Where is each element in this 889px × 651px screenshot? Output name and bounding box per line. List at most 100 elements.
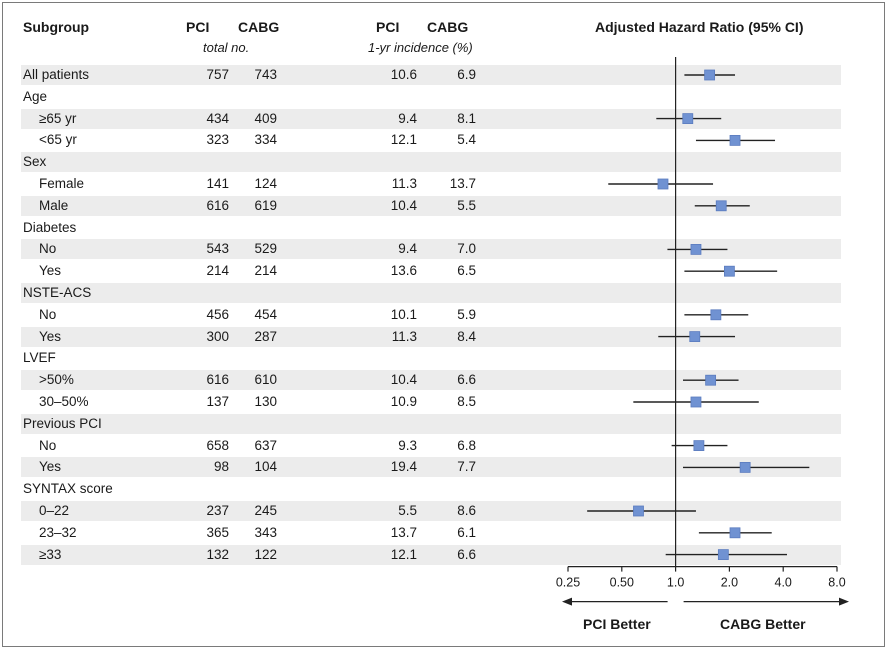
cabg-incidence: 7.7 [457, 459, 476, 475]
hazard-ratio-marker [705, 374, 717, 386]
cabg-count: 122 [254, 546, 277, 562]
pci-count: 757 [206, 67, 229, 82]
subgroup-row: 23–32 365 343 13.7 6.1 [21, 523, 841, 543]
subgroup-label: Sex [23, 154, 47, 170]
subgroup-heading-row: Previous PCI [21, 413, 841, 434]
cabg-count: 104 [254, 459, 277, 475]
cabg-count: 637 [254, 437, 277, 453]
pci-better-arrowhead [562, 597, 572, 606]
subgroup-label: <65 yr [39, 132, 77, 148]
subgroup-label: All patients [23, 67, 90, 82]
hazard-ratio-marker [693, 440, 705, 452]
x-tick-label: 2.0 [721, 576, 738, 590]
hazard-ratio-marker [657, 178, 669, 190]
subgroup-row: Yes 214 214 13.6 6.5 [21, 261, 841, 281]
hazard-ratio-marker [690, 243, 702, 255]
subgroup-label: NSTE-ACS [23, 285, 92, 300]
cabg-count: 529 [254, 241, 277, 257]
cabg-count: 130 [254, 394, 277, 409]
pci-count: 141 [206, 176, 229, 191]
subgroup-label: ≥33 [39, 546, 62, 562]
cabg-count: 334 [254, 132, 277, 148]
pci-incidence: 11.3 [391, 328, 417, 344]
subgroup-label: SYNTAX score [23, 481, 113, 497]
subgroup-label: 30–50% [39, 394, 89, 409]
subgroup-row: Female 141 124 11.3 13.7 [21, 174, 841, 194]
pci-incidence-header: PCI [376, 19, 400, 35]
subgroup-row: Male 616 619 10.4 5.5 [21, 195, 841, 216]
cabg-incidence-header: CABG [427, 19, 469, 35]
cabg-incidence: 6.1 [457, 524, 476, 540]
pci-count: 237 [206, 503, 229, 518]
hazard-ratio-marker [704, 69, 716, 81]
cabg-incidence: 6.8 [457, 437, 476, 453]
hazard-ratio-header: Adjusted Hazard Ratio (95% CI) [595, 19, 804, 35]
cabg-incidence: 5.5 [457, 197, 476, 213]
pci-incidence: 9.4 [398, 241, 417, 257]
cabg-count-header: CABG [238, 19, 280, 35]
subgroup-label: Yes [39, 328, 62, 344]
pci-count: 323 [206, 132, 229, 148]
cabg-count: 287 [254, 328, 277, 344]
cabg-count: 619 [254, 197, 277, 213]
subgroup-label: 0–22 [39, 503, 70, 518]
cabg-count: 245 [254, 503, 277, 518]
counts-subheader: total no. [203, 40, 250, 55]
cabg-incidence: 6.6 [457, 546, 476, 562]
cabg-incidence: 8.1 [457, 110, 476, 126]
cabg-incidence: 13.7 [449, 176, 476, 191]
hazard-ratio-marker [729, 134, 741, 146]
subgroup-row: <65 yr 323 334 12.1 5.4 [21, 130, 841, 150]
hazard-ratio-marker [724, 265, 735, 277]
subgroup-heading-row: Diabetes [21, 218, 841, 238]
pci-incidence: 10.1 [390, 306, 417, 322]
subgroup-label: Female [39, 176, 85, 191]
pci-count: 456 [206, 306, 229, 322]
x-tick-label: 0.25 [556, 576, 580, 590]
x-tick-label: 4.0 [775, 576, 792, 590]
cabg-better-arrowhead [839, 597, 849, 606]
pci-count: 658 [206, 437, 229, 453]
pci-better-label: PCI Better [583, 616, 651, 632]
pci-incidence: 12.1 [390, 132, 417, 148]
cabg-incidence: 8.6 [457, 503, 476, 518]
pci-count: 365 [206, 524, 229, 540]
incidence-subheader: 1-yr incidence (%) [368, 40, 473, 55]
cabg-incidence: 6.5 [457, 263, 476, 279]
subgroup-heading-row: Age [21, 87, 841, 107]
subgroup-row: No 658 637 9.3 6.8 [21, 436, 841, 456]
subgroup-label: ≥65 yr [39, 110, 77, 126]
hazard-ratio-marker [710, 309, 722, 321]
subgroup-row: ≥33 132 122 12.1 6.6 [21, 544, 841, 565]
pci-count-header: PCI [186, 19, 210, 35]
hazard-ratio-marker [682, 113, 694, 124]
cabg-incidence: 5.9 [457, 306, 476, 322]
subgroup-label: >50% [39, 372, 74, 388]
subgroup-label: Previous PCI [23, 415, 102, 431]
cabg-incidence: 8.5 [457, 394, 476, 409]
subgroup-label: LVEF [23, 350, 56, 366]
pci-incidence: 5.5 [398, 503, 417, 518]
subgroup-row: Yes 98 104 19.4 7.7 [21, 457, 841, 478]
pci-incidence: 9.3 [398, 437, 417, 453]
subgroup-label: Male [39, 197, 69, 213]
cabg-count: 409 [254, 110, 277, 126]
pci-count: 132 [206, 546, 229, 562]
hazard-ratio-marker [690, 396, 702, 408]
subgroup-label: No [39, 437, 57, 453]
pci-count: 434 [206, 110, 229, 126]
cabg-count: 214 [254, 263, 277, 279]
subgroup-label: No [39, 241, 57, 257]
subgroup-label: Diabetes [23, 219, 77, 235]
subgroup-row: 30–50% 137 130 10.9 8.5 [21, 392, 841, 412]
subgroup-label: Yes [39, 459, 62, 475]
hazard-ratio-marker [729, 527, 741, 539]
pci-count: 616 [206, 197, 229, 213]
pci-count: 300 [206, 328, 229, 344]
subgroup-header: Subgroup [23, 19, 90, 35]
pci-incidence: 12.1 [390, 546, 417, 562]
cabg-better-label: CABG Better [720, 616, 806, 632]
pci-count: 616 [206, 372, 229, 388]
